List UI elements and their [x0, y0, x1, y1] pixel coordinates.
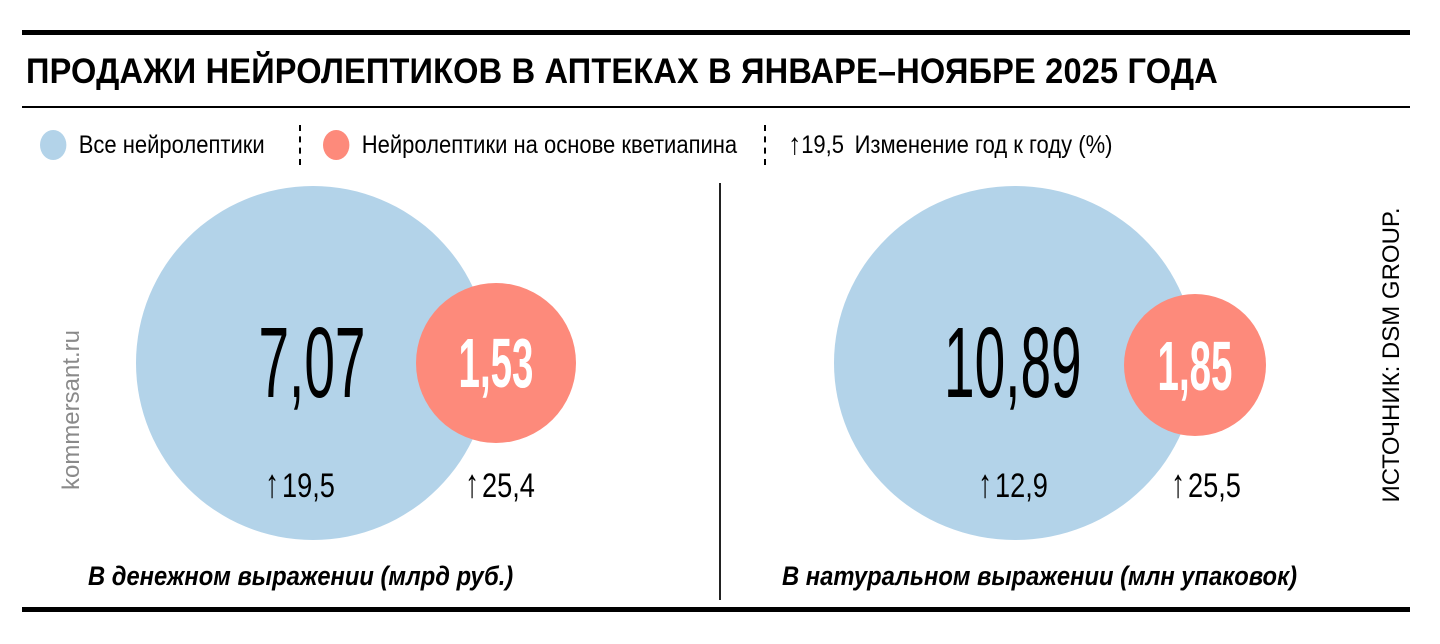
value-all-units: 10,89 [944, 307, 1082, 419]
caption-units: В натуральном выражении (млн упаковок) [782, 561, 1298, 591]
value-all-money: 7,07 [258, 307, 366, 419]
caption-money: В денежном выражении (млрд руб.) [88, 561, 514, 591]
red-dot-icon [323, 130, 350, 160]
up-arrow-icon: ↑ [1171, 462, 1185, 506]
legend-separator [763, 125, 766, 165]
value-quetiapine-money: 1,53 [458, 324, 534, 402]
watermark: kommersant.ru [58, 329, 85, 491]
legend-item-all: Все нейролептики [40, 130, 265, 160]
blue-dot-icon [40, 130, 67, 160]
value-quetiapine-units: 1,85 [1157, 327, 1233, 405]
top-rule [22, 30, 1410, 35]
panel-divider [719, 183, 721, 600]
legend: Все нейролептики Нейролептики на основе … [40, 125, 1157, 165]
up-arrow-icon: ↑ [465, 462, 479, 506]
up-arrow-icon: ↑ [978, 462, 992, 506]
legend-label-quetiapine: Нейролептики на основе кветиапина [362, 130, 738, 159]
legend-item-quetiapine: Нейролептики на основе кветиапина [323, 130, 737, 160]
up-arrow-icon: ↑ [787, 128, 802, 161]
legend-change-label: Изменение год к году (%) [854, 130, 1113, 159]
bottom-rule [22, 607, 1410, 612]
chart-title: ПРОДАЖИ НЕЙРОЛЕПТИКОВ В АПТЕКАХ В ЯНВАРЕ… [26, 52, 1218, 91]
change-all-units: ↑ 12,9 [978, 462, 1048, 506]
change-all-money: ↑ 19,5 [265, 462, 335, 506]
legend-label-all: Все нейролептики [78, 130, 265, 159]
legend-separator [299, 125, 302, 165]
legend-change-example: 19,5 [801, 130, 844, 159]
title-rule [22, 106, 1410, 108]
up-arrow-icon: ↑ [265, 462, 279, 506]
source-note: ИСТОЧНИК: DSM GROUP. [1378, 207, 1405, 503]
change-quetiapine-money: ↑ 25,4 [465, 462, 535, 506]
legend-item-change: ↑ 19,5 Изменение год к году (%) [788, 128, 1112, 162]
change-quetiapine-units: ↑ 25,5 [1171, 462, 1241, 506]
bubble-quetiapine-money [416, 283, 576, 443]
bubble-quetiapine-units [1124, 294, 1266, 436]
